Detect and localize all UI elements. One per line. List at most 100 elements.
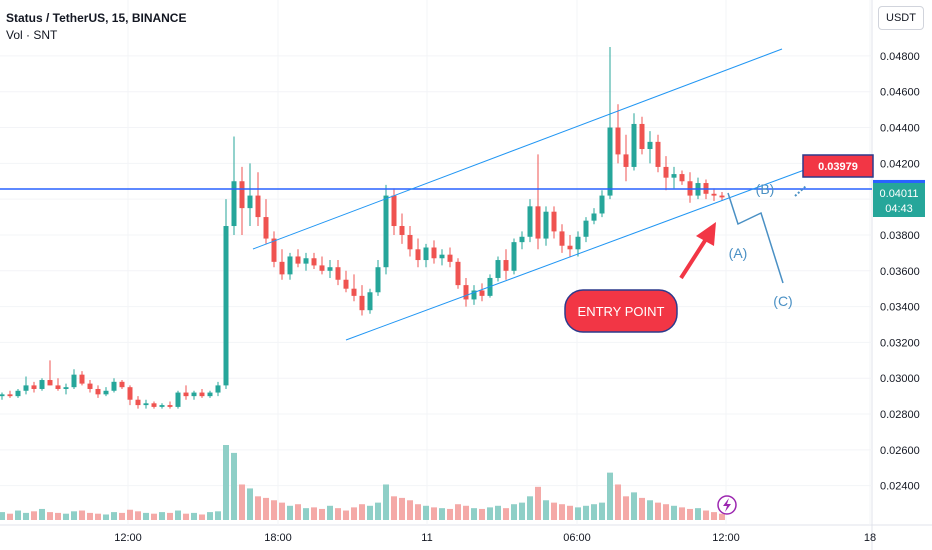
candle-body bbox=[495, 260, 501, 278]
time-axis[interactable]: 12:00 18:00 11 06:00 12:00 18 bbox=[114, 532, 876, 544]
candle-body bbox=[711, 193, 717, 196]
candle-body bbox=[231, 181, 237, 227]
volume-bar bbox=[367, 505, 373, 520]
volume-bar bbox=[71, 511, 77, 520]
volume-bar bbox=[159, 512, 165, 520]
candle-body bbox=[95, 388, 101, 395]
candle-body bbox=[151, 403, 157, 407]
volume-bar bbox=[311, 507, 317, 520]
volume-bar bbox=[607, 472, 613, 520]
volume-bar bbox=[63, 513, 69, 520]
volume-bar bbox=[391, 496, 397, 520]
volume-bar bbox=[255, 496, 261, 520]
candle-body bbox=[335, 267, 341, 280]
candle-body bbox=[407, 234, 413, 250]
candle-body bbox=[607, 127, 613, 196]
volume-bar bbox=[127, 509, 133, 520]
volume-bar bbox=[215, 511, 221, 520]
volume-bar bbox=[247, 488, 253, 520]
price-tick-label: 0.03000 bbox=[880, 373, 920, 385]
candle-body bbox=[527, 206, 533, 237]
time-tick-label: 11 bbox=[421, 532, 432, 544]
volume-bar bbox=[423, 505, 429, 520]
volume-bar bbox=[327, 505, 333, 520]
channel-upper-line bbox=[252, 48, 783, 250]
volume-bar bbox=[527, 496, 533, 520]
volume-bar bbox=[39, 508, 45, 520]
candle-body bbox=[111, 381, 117, 391]
volume-bar bbox=[15, 510, 21, 520]
volume-bar bbox=[7, 513, 13, 520]
entry-point-label: ENTRY POINT bbox=[578, 304, 665, 319]
volume-bar bbox=[343, 510, 349, 520]
candle-body bbox=[127, 387, 133, 400]
volume-bar bbox=[191, 512, 197, 520]
volume-bar bbox=[567, 505, 573, 520]
volume-indicator-label[interactable]: Vol · SNT bbox=[6, 28, 58, 42]
volume-bar bbox=[399, 497, 405, 520]
candle-body bbox=[423, 247, 429, 261]
volume-bar bbox=[263, 497, 269, 520]
currency-button[interactable]: USDT bbox=[878, 6, 924, 30]
volume-bar bbox=[583, 505, 589, 520]
candle-body bbox=[599, 195, 605, 214]
volume-bar bbox=[279, 502, 285, 520]
candle-body bbox=[447, 254, 453, 262]
candle-body bbox=[319, 265, 325, 271]
volume-bar bbox=[359, 504, 365, 520]
volume-bar bbox=[647, 500, 653, 520]
candle-body bbox=[167, 405, 173, 407]
price-tick-label: 0.03800 bbox=[880, 230, 920, 242]
candle-body bbox=[479, 290, 485, 296]
volume-bar bbox=[447, 508, 453, 520]
candle-body bbox=[583, 220, 589, 237]
candle-body bbox=[247, 195, 253, 209]
candle-body bbox=[439, 254, 445, 259]
target-connector bbox=[794, 185, 807, 197]
candle-body bbox=[215, 385, 221, 393]
price-tick-label: 0.02400 bbox=[880, 481, 920, 493]
candle-body bbox=[671, 174, 677, 178]
volume-bar bbox=[463, 505, 469, 520]
candle-body bbox=[639, 123, 645, 150]
wave-a-label: (A) bbox=[729, 245, 748, 261]
volume-bar bbox=[287, 505, 293, 520]
candle-body bbox=[351, 288, 357, 296]
volume-bar bbox=[319, 508, 325, 520]
time-tick-label: 12:00 bbox=[712, 532, 740, 544]
candle-body bbox=[7, 394, 13, 397]
volume-bar bbox=[703, 510, 709, 520]
candle-body bbox=[367, 292, 373, 311]
candle-body bbox=[103, 390, 109, 395]
candle-body bbox=[455, 261, 461, 286]
candle-body bbox=[551, 211, 557, 232]
volume-bar bbox=[135, 511, 141, 520]
countdown-label: 04:43 bbox=[885, 203, 913, 215]
volume-bar bbox=[599, 502, 605, 520]
volume-bar bbox=[615, 484, 621, 520]
candle-body bbox=[175, 392, 181, 407]
volume-bar bbox=[639, 497, 645, 520]
wave-projection-path bbox=[727, 192, 784, 284]
time-tick-label: 12:00 bbox=[114, 532, 142, 544]
volume-bar bbox=[143, 512, 149, 520]
candle-body bbox=[183, 392, 189, 397]
volume-bar bbox=[303, 508, 309, 520]
volume-bar bbox=[623, 496, 629, 520]
candle-body bbox=[15, 390, 21, 397]
candle-body bbox=[519, 236, 525, 243]
last-price-tag bbox=[873, 183, 925, 217]
volume-bar bbox=[711, 512, 717, 520]
candle-body bbox=[135, 399, 141, 406]
price-tick-label: 0.04600 bbox=[880, 87, 920, 99]
time-tick-label: 06:00 bbox=[563, 532, 591, 544]
volume-bar bbox=[0, 512, 5, 520]
entry-arrow-head bbox=[696, 222, 716, 246]
price-tick-label: 0.04200 bbox=[880, 158, 920, 170]
symbol-title[interactable]: Status / TetherUS, 15, BINANCE bbox=[6, 11, 187, 25]
wave-c-label: (C) bbox=[773, 293, 792, 309]
candle-body bbox=[543, 211, 549, 239]
price-axis[interactable]: 0.048000.046000.044000.042000.040000.038… bbox=[802, 51, 925, 493]
candle-body bbox=[23, 385, 29, 391]
